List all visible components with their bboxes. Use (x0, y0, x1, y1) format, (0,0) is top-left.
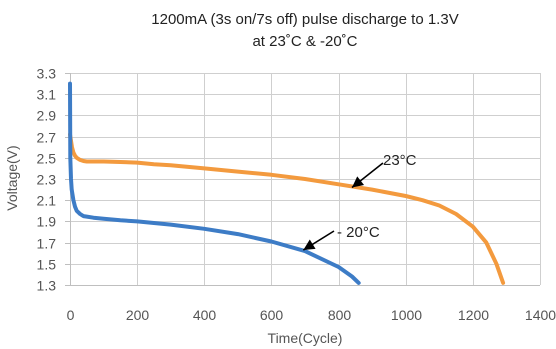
x-tick-labels: 0 200 400 600 800 1000 1200 1400 (67, 307, 556, 323)
annotation-23c: 23°C (383, 152, 417, 169)
x-tick-label: 1200 (458, 307, 489, 323)
x-axis-title: Time(Cycle) (268, 330, 343, 346)
x-tick-label: 1400 (525, 307, 556, 323)
y-tick-label: 2.7 (37, 130, 57, 146)
series-line-minus-20c (68, 81, 361, 285)
annotation-minus-20c: - 20°C (337, 224, 380, 241)
chart-title-line-1: 1200mA (3s on/7s off) pulse discharge to… (151, 11, 458, 28)
y-tick-label: 3.3 (37, 66, 57, 82)
y-tick-label: 3.1 (37, 87, 57, 103)
y-tick-label: 2.5 (37, 151, 57, 167)
annotation-23c-arrow-head (352, 176, 365, 188)
x-tick-label: 400 (193, 307, 217, 323)
y-tick-labels: 1.3 1.5 1.7 1.9 2.1 2.3 2.5 2.7 2.9 3.1 3.3 (37, 66, 57, 294)
series-line-23c (68, 132, 506, 285)
chart-title-line-2: at 23˚C & -20˚C (252, 33, 357, 50)
y-tick-label: 1.3 (37, 278, 57, 294)
y-tick-label: 1.7 (37, 236, 57, 252)
x-tick-label: 200 (126, 307, 150, 323)
x-tick-label: 600 (260, 307, 284, 323)
y-tick-label: 1.9 (37, 214, 57, 230)
annotation-minus-20c-arrow-head (303, 239, 316, 251)
y-axis-title: Voltage(V) (4, 145, 20, 210)
x-tick-label: 800 (328, 307, 352, 323)
series-lines (68, 81, 506, 285)
y-tick-label: 2.9 (37, 108, 57, 124)
y-tick-label: 2.3 (37, 172, 57, 188)
x-tick-label: 1000 (391, 307, 422, 323)
y-tick-label: 2.1 (37, 193, 57, 209)
annotations: 23°C - 20°C (302, 152, 417, 251)
y-tick-label: 1.5 (37, 257, 57, 273)
x-tick-label: 0 (67, 307, 75, 323)
